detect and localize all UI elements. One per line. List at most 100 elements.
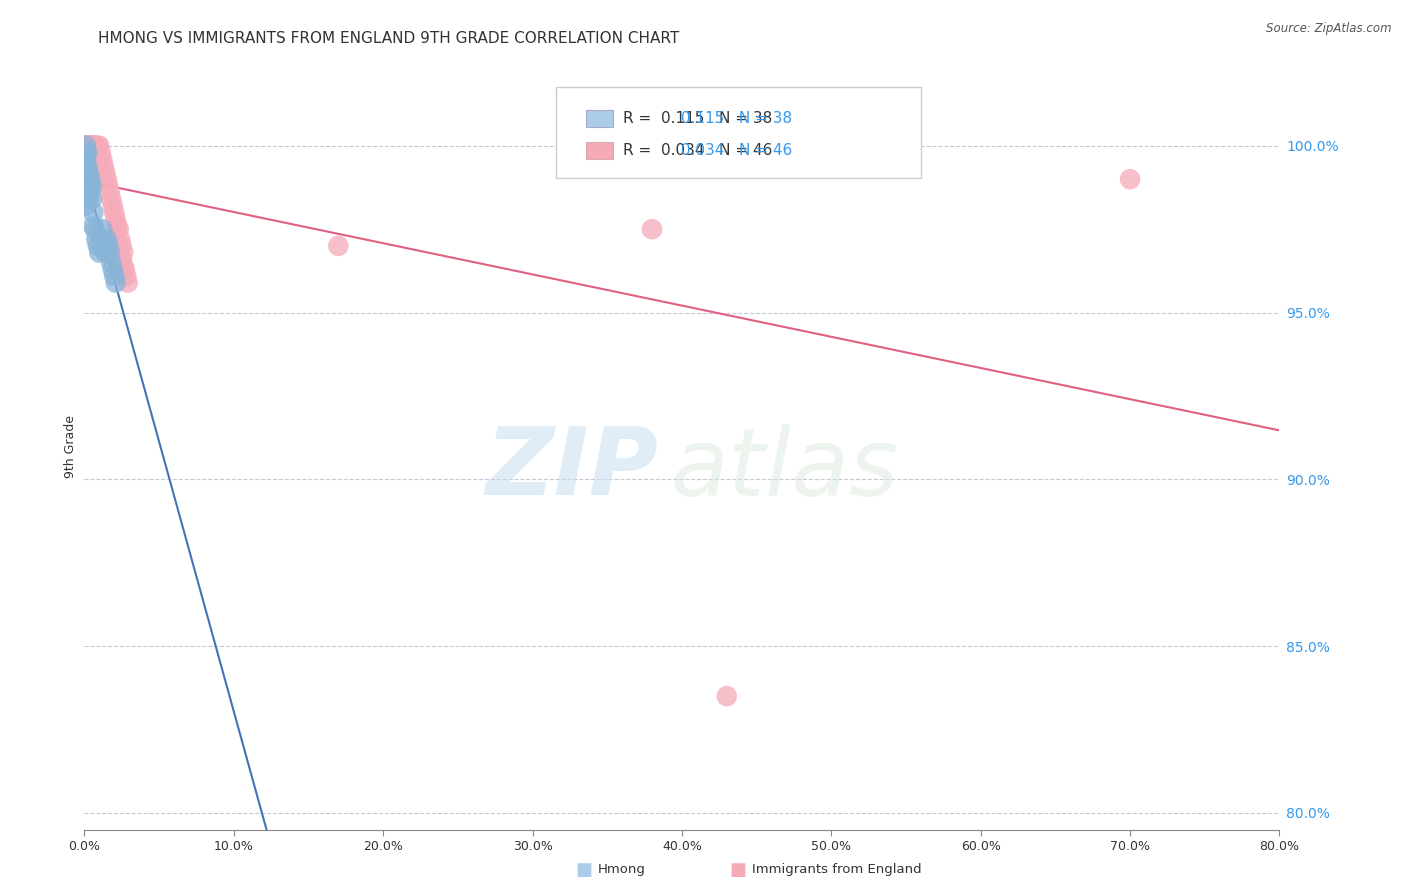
Point bbox=[104, 212, 127, 227]
Point bbox=[80, 138, 103, 153]
Point bbox=[114, 262, 136, 277]
Point bbox=[80, 192, 103, 206]
Point bbox=[83, 138, 105, 153]
Point bbox=[76, 138, 98, 153]
Point bbox=[77, 138, 100, 153]
Point bbox=[75, 138, 97, 153]
Point bbox=[75, 199, 97, 213]
Point bbox=[103, 205, 125, 219]
Point bbox=[75, 138, 97, 153]
Point bbox=[93, 239, 115, 253]
Point bbox=[112, 245, 135, 260]
Point bbox=[86, 138, 108, 153]
Text: HMONG VS IMMIGRANTS FROM ENGLAND 9TH GRADE CORRELATION CHART: HMONG VS IMMIGRANTS FROM ENGLAND 9TH GRA… bbox=[98, 31, 679, 46]
Point bbox=[90, 145, 112, 160]
Point bbox=[89, 245, 111, 260]
Point bbox=[82, 138, 104, 153]
Point bbox=[104, 276, 127, 290]
Point bbox=[75, 159, 97, 173]
Point bbox=[75, 145, 97, 160]
Point bbox=[93, 159, 115, 173]
Point bbox=[111, 239, 134, 253]
Point bbox=[77, 138, 100, 153]
Point bbox=[76, 138, 98, 153]
Point bbox=[111, 252, 134, 267]
Point bbox=[82, 138, 104, 153]
Point bbox=[91, 152, 114, 166]
Point bbox=[80, 178, 103, 193]
Point bbox=[79, 186, 101, 200]
Point bbox=[98, 186, 121, 200]
Point bbox=[75, 178, 97, 193]
Point bbox=[87, 138, 110, 153]
Point bbox=[94, 165, 117, 179]
Text: atlas: atlas bbox=[671, 424, 898, 515]
Text: Immigrants from England: Immigrants from England bbox=[752, 863, 922, 876]
Text: 0.115   N = 38: 0.115 N = 38 bbox=[676, 111, 792, 126]
Text: R =  0.034   N = 46: R = 0.034 N = 46 bbox=[623, 143, 773, 158]
Point bbox=[77, 178, 100, 193]
Point bbox=[75, 172, 97, 186]
Text: ZIP: ZIP bbox=[485, 423, 658, 515]
Point bbox=[77, 192, 100, 206]
Point bbox=[75, 165, 97, 179]
Point bbox=[87, 239, 110, 253]
Point bbox=[79, 172, 101, 186]
Point bbox=[94, 245, 117, 260]
Point bbox=[101, 262, 124, 277]
FancyBboxPatch shape bbox=[586, 142, 613, 159]
Point bbox=[115, 268, 138, 283]
Point bbox=[76, 138, 98, 153]
Point bbox=[96, 172, 118, 186]
Point bbox=[103, 268, 125, 283]
Point bbox=[97, 239, 120, 253]
Point bbox=[90, 232, 112, 246]
Point bbox=[79, 138, 101, 153]
Point bbox=[80, 138, 103, 153]
Text: Hmong: Hmong bbox=[598, 863, 645, 876]
Point bbox=[75, 138, 97, 153]
Text: ■: ■ bbox=[575, 861, 592, 879]
Point bbox=[1119, 172, 1142, 186]
Point bbox=[82, 205, 104, 219]
Point bbox=[100, 255, 122, 269]
Point bbox=[75, 138, 97, 153]
Point bbox=[86, 232, 108, 246]
Point bbox=[77, 138, 100, 153]
Point bbox=[77, 165, 100, 179]
Point bbox=[76, 159, 98, 173]
FancyBboxPatch shape bbox=[557, 87, 921, 178]
Point bbox=[117, 276, 139, 290]
Point bbox=[83, 222, 105, 236]
Point bbox=[107, 222, 129, 236]
Point bbox=[75, 192, 97, 206]
Point bbox=[100, 192, 122, 206]
Point bbox=[641, 222, 664, 236]
Point bbox=[76, 145, 98, 160]
Point bbox=[97, 178, 120, 193]
Point bbox=[82, 219, 104, 233]
Point bbox=[110, 232, 132, 246]
Point bbox=[75, 138, 97, 153]
Point bbox=[101, 199, 124, 213]
Text: Source: ZipAtlas.com: Source: ZipAtlas.com bbox=[1267, 22, 1392, 36]
Point bbox=[98, 245, 121, 260]
Text: 0.034   N = 46: 0.034 N = 46 bbox=[676, 143, 792, 158]
Point bbox=[75, 186, 97, 200]
Point bbox=[79, 138, 101, 153]
Point bbox=[76, 172, 98, 186]
Point bbox=[89, 138, 111, 153]
Point bbox=[75, 152, 97, 166]
Point bbox=[328, 239, 350, 253]
FancyBboxPatch shape bbox=[586, 110, 613, 127]
Text: ■: ■ bbox=[730, 861, 747, 879]
Point bbox=[76, 189, 98, 203]
Point bbox=[76, 138, 98, 153]
Point bbox=[105, 219, 128, 233]
Text: R =  0.115   N = 38: R = 0.115 N = 38 bbox=[623, 111, 773, 126]
Point bbox=[91, 222, 114, 236]
Point bbox=[96, 232, 118, 246]
Point bbox=[112, 259, 135, 273]
Y-axis label: 9th Grade: 9th Grade bbox=[65, 415, 77, 477]
Point bbox=[716, 689, 738, 703]
